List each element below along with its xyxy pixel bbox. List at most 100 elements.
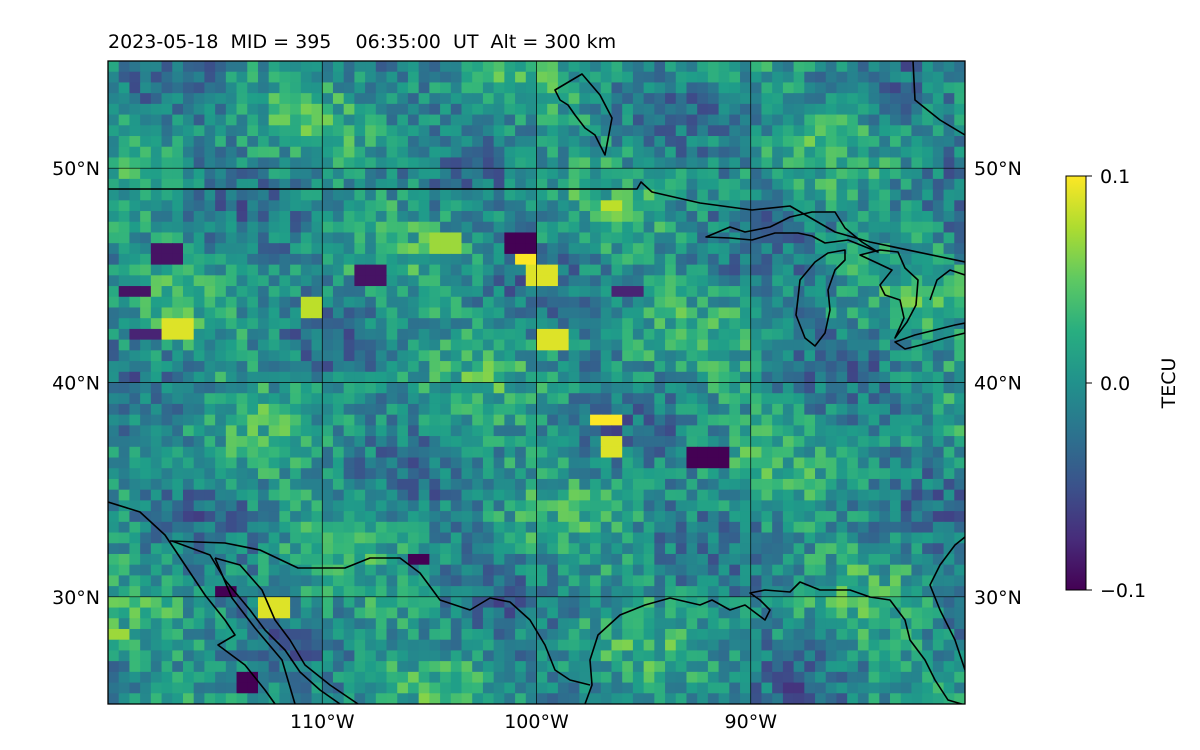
heatmap-cell [429, 500, 441, 512]
heatmap-cell [611, 178, 623, 191]
heatmap-cell [225, 489, 238, 501]
heatmap-cell [675, 403, 688, 416]
heatmap-cell [375, 564, 388, 576]
heatmap-cell [879, 232, 891, 244]
heatmap-cell [365, 564, 377, 576]
heatmap-cell [504, 146, 516, 159]
heatmap-cell [665, 243, 677, 255]
heatmap-cell [707, 553, 720, 566]
heatmap-cell [632, 489, 645, 501]
heatmap-cell [611, 253, 623, 266]
heatmap-cell [418, 275, 430, 287]
heatmap-cell [643, 61, 655, 73]
heatmap-cell [761, 543, 773, 555]
heatmap-cell [440, 189, 452, 201]
heatmap-cell [215, 371, 227, 384]
heatmap-cell [718, 586, 730, 598]
heatmap-cell [482, 103, 495, 116]
heatmap-cell [204, 682, 216, 694]
heatmap-cell [129, 564, 141, 576]
heatmap-cell [804, 125, 816, 137]
heatmap-cell [429, 136, 441, 148]
colorbar-gradient [1065, 175, 1087, 591]
heatmap-cell [836, 286, 848, 298]
heatmap-cell [836, 553, 848, 566]
heatmap-cell [611, 361, 623, 373]
heatmap-cell [740, 361, 752, 373]
heatmap-cell [375, 403, 388, 416]
heatmap-cell [890, 564, 902, 576]
heatmap-cell [547, 543, 559, 555]
heatmap-cell [257, 553, 270, 566]
heatmap-cell [204, 275, 216, 287]
heatmap-cell [322, 371, 334, 384]
heatmap-cell [590, 371, 602, 384]
heatmap-cell [890, 157, 902, 169]
heatmap-cell [386, 521, 398, 534]
heatmap-cell [140, 596, 152, 609]
heatmap-cell [707, 446, 720, 459]
heatmap-cell [922, 425, 934, 437]
heatmap-cell [729, 543, 741, 555]
heatmap-cell [890, 93, 902, 105]
heatmap-cell [129, 446, 141, 459]
heatmap-cell [729, 307, 741, 319]
heatmap-cell [515, 371, 527, 384]
heatmap-cell [911, 403, 923, 416]
heatmap-cell [772, 511, 784, 523]
heatmap-cell [729, 136, 741, 148]
heatmap-cell [825, 500, 838, 512]
heatmap-cell [932, 489, 945, 501]
heatmap-cell [397, 318, 409, 330]
heatmap-cell [847, 253, 859, 266]
heatmap-cell [697, 339, 709, 351]
heatmap-cell [890, 264, 902, 276]
heatmap-cell [472, 253, 484, 266]
heatmap-cell [247, 350, 259, 362]
heatmap-cell [761, 82, 773, 94]
heatmap-cell [654, 478, 666, 491]
heatmap-cell [247, 628, 259, 641]
heatmap-cell [440, 61, 452, 73]
heatmap-cell [450, 136, 463, 148]
heatmap-cell [375, 243, 388, 255]
heatmap-cell [697, 661, 709, 673]
heatmap-cell [718, 521, 730, 534]
heatmap-cell [236, 693, 248, 704]
heatmap-cell [343, 146, 355, 159]
heatmap-cell [654, 671, 666, 684]
heatmap-cell [493, 671, 505, 684]
heatmap-cell [407, 671, 420, 684]
heatmap-cell [643, 361, 655, 373]
heatmap-cell [397, 436, 409, 448]
heatmap-cell [461, 211, 473, 223]
colorbar: 0.10.0−0.1 TECU [1065, 166, 1180, 602]
heatmap-cell [632, 478, 645, 491]
heatmap-cell [836, 211, 848, 223]
heatmap-cell [365, 157, 377, 169]
heatmap-cell [611, 382, 623, 394]
heatmap-cell [847, 628, 859, 641]
heatmap-cell [225, 628, 238, 641]
heatmap-cell [654, 489, 666, 501]
heatmap-cell [815, 693, 827, 704]
heatmap-cell [772, 532, 784, 544]
heatmap-cell [579, 221, 591, 234]
heatmap-cell [418, 221, 430, 234]
heatmap-cell [407, 136, 420, 148]
heatmap-cell [440, 361, 452, 373]
heatmap-cell [836, 371, 848, 384]
heatmap-cell [654, 457, 666, 469]
heatmap-cell [108, 586, 120, 598]
heatmap-cell [922, 243, 934, 255]
heatmap-cell [622, 296, 634, 309]
heatmap-cell [204, 639, 216, 652]
heatmap-cell [557, 478, 570, 491]
heatmap-cell [354, 682, 366, 694]
heatmap-cell [932, 639, 945, 652]
heatmap-cell [804, 168, 816, 180]
heatmap-cell [718, 468, 730, 480]
heatmap-cell [450, 650, 463, 662]
heatmap-cell [750, 414, 763, 426]
heatmap-cell [279, 114, 291, 126]
